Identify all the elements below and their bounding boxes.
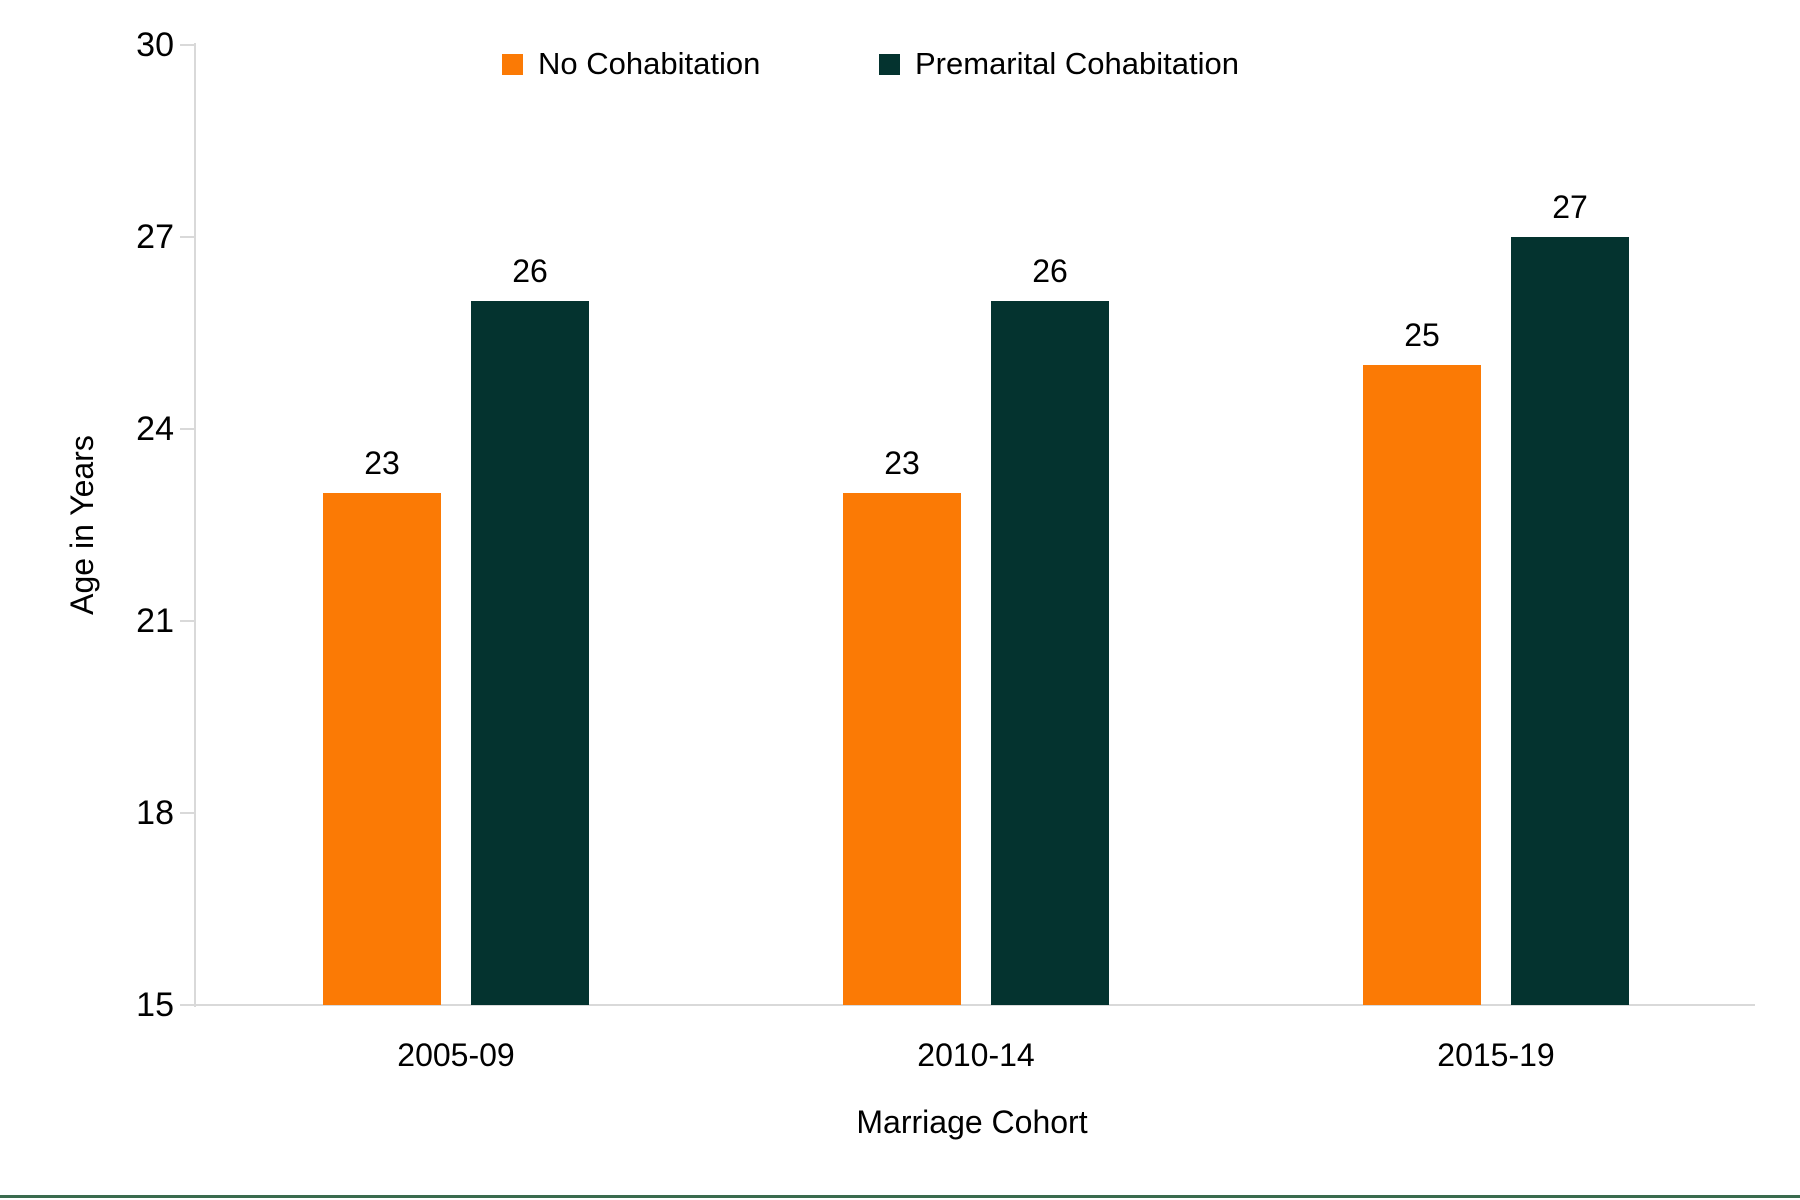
legend-swatch-icon — [502, 53, 523, 75]
y-tick-mark — [180, 428, 195, 430]
bar-no-cohabitation — [323, 493, 441, 1005]
x-tick-label: 2015-19 — [1437, 1037, 1555, 1073]
y-tick-mark — [180, 44, 195, 46]
bar-value-label: 27 — [1552, 189, 1588, 225]
y-tick-label: 30 — [136, 26, 174, 64]
bar-premarital-cohabitation — [471, 301, 589, 1005]
x-tick-label: 2010-14 — [917, 1037, 1035, 1073]
y-tick-mark — [180, 812, 195, 814]
x-axis-title: Marriage Cohort — [856, 1104, 1088, 1140]
y-tick-label: 18 — [136, 794, 174, 832]
bar-value-label: 23 — [884, 445, 920, 481]
legend-label: Premarital Cohabitation — [915, 46, 1239, 81]
y-tick-label: 21 — [136, 602, 174, 640]
y-axis-line — [194, 43, 196, 1007]
y-tick-mark — [180, 620, 195, 622]
bottom-border-rule — [0, 1195, 1800, 1198]
bar-premarital-cohabitation — [1511, 237, 1629, 1005]
x-tick-label: 2005-09 — [397, 1037, 515, 1073]
legend-item: No Cohabitation — [502, 47, 760, 81]
bar-value-label: 26 — [512, 253, 548, 289]
y-tick-label: 24 — [136, 410, 174, 448]
bar-value-label: 25 — [1404, 317, 1440, 353]
y-axis-title: Age in Years — [64, 435, 100, 615]
bar-value-label: 26 — [1032, 253, 1068, 289]
legend-item: Premarital Cohabitation — [879, 47, 1239, 81]
bar-premarital-cohabitation — [991, 301, 1109, 1005]
y-tick-mark — [180, 1004, 195, 1006]
legend-swatch-icon — [879, 53, 900, 75]
x-axis-line — [180, 1004, 1755, 1006]
y-tick-mark — [180, 236, 195, 238]
bar-no-cohabitation — [1363, 365, 1481, 1005]
bar-value-label: 23 — [364, 445, 400, 481]
y-tick-label: 15 — [136, 986, 174, 1024]
bar-no-cohabitation — [843, 493, 961, 1005]
legend-label: No Cohabitation — [538, 46, 761, 81]
y-tick-label: 27 — [136, 218, 174, 256]
